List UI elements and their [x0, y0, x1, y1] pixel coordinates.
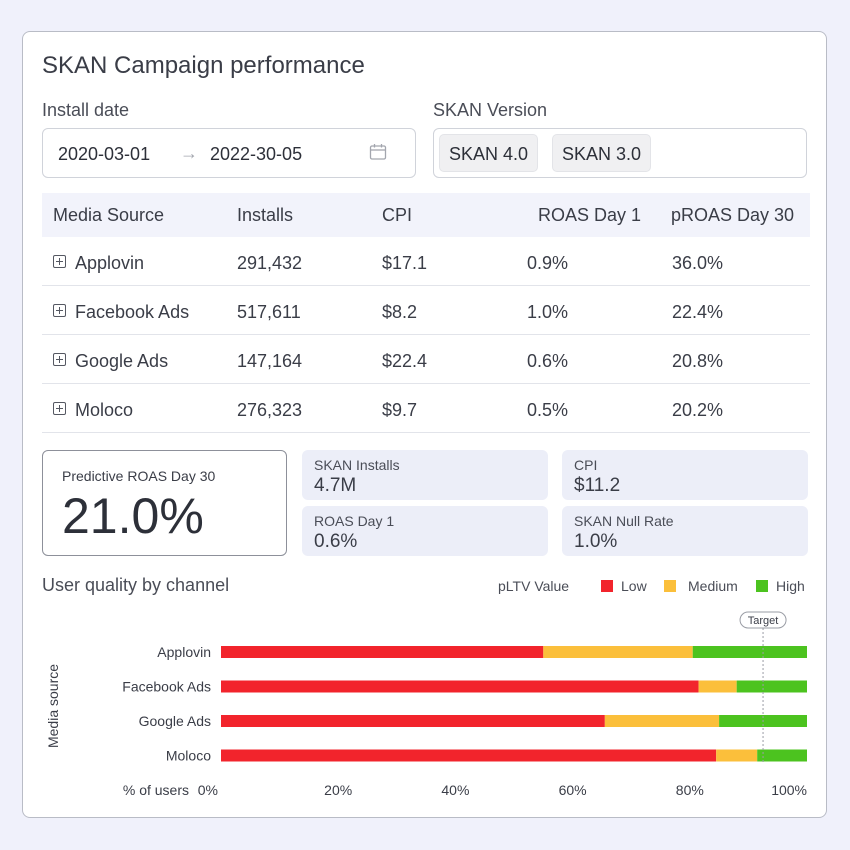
proas-day30-cell: 20.2% — [672, 400, 724, 420]
kpi-value: 21.0% — [62, 488, 204, 544]
x-axis-label: % of users — [123, 782, 189, 798]
bar-segment-medium — [698, 680, 737, 693]
x-tick-label: 80% — [676, 782, 704, 798]
cpi-cell: $9.7 — [382, 400, 418, 420]
table-row[interactable]: Applovin 291,432 $17.1 0.9% 36.0% — [42, 237, 810, 286]
start-date-value[interactable]: 2020-03-01 — [58, 144, 151, 164]
legend-swatch-low — [601, 580, 613, 592]
kpi-label: CPI — [574, 457, 598, 473]
roas-day1-kpi: ROAS Day 1 0.6% — [302, 506, 548, 556]
table-row[interactable]: Google Ads 147,164 $22.4 0.6% 20.8% — [42, 335, 810, 384]
category-label: Google Ads — [139, 713, 211, 729]
column-header[interactable]: Media Source — [53, 205, 165, 225]
roas-day1-cell: 1.0% — [527, 302, 569, 322]
cpi-cell: $8.2 — [382, 302, 418, 322]
installs-cell: 276,323 — [237, 400, 303, 420]
expand-icon[interactable] — [53, 304, 66, 317]
x-tick-label: 60% — [559, 782, 587, 798]
arrow-right-icon: → — [180, 143, 198, 163]
predictive-roas-kpi: Predictive ROAS Day 30 21.0% — [42, 450, 287, 556]
media-source-cell: Applovin — [75, 253, 145, 273]
target-label: Target — [748, 615, 779, 627]
bar-segment-high — [736, 680, 807, 693]
legend-item-medium: Medium — [688, 578, 738, 594]
null-rate-kpi: SKAN Null Rate 1.0% — [562, 506, 808, 556]
bar-segment-low — [221, 749, 717, 762]
skan-version-chip[interactable]: SKAN 3.0 — [552, 134, 652, 172]
bar-segment-high — [692, 646, 807, 658]
kpi-value: 1.0% — [574, 531, 618, 552]
kpi-label: SKAN Null Rate — [574, 513, 674, 529]
category-label: Facebook Ads — [122, 679, 211, 695]
bar-segment-medium — [604, 715, 720, 727]
legend-item-high: High — [776, 578, 805, 594]
skan-version-label: SKAN Version — [433, 100, 548, 120]
category-label: Applovin — [157, 644, 211, 660]
page-title: SKAN Campaign performance — [42, 52, 365, 79]
expand-icon[interactable] — [53, 402, 66, 415]
proas-day30-cell: 22.4% — [672, 302, 724, 322]
media-source-cell: Facebook Ads — [75, 302, 190, 322]
skan-version-select[interactable]: SKAN 4.0 SKAN 3.0 — [433, 128, 807, 178]
legend-item-low: Low — [621, 578, 647, 594]
x-tick-label: 0% — [198, 782, 218, 798]
skan-installs-kpi: SKAN Installs 4.7M — [302, 450, 548, 500]
install-date-label: Install date — [42, 100, 130, 120]
y-axis-label: Media source — [45, 664, 61, 748]
date-range-picker[interactable]: 2020-03-01 → 2022-30-05 — [42, 128, 416, 178]
bar-segment-medium — [543, 646, 693, 658]
calendar-icon[interactable] — [369, 143, 387, 161]
roas-day1-cell: 0.5% — [527, 400, 569, 420]
end-date-value[interactable]: 2022-30-05 — [210, 144, 303, 164]
skan-version-chip[interactable]: SKAN 4.0 — [439, 134, 539, 172]
kpi-value: 0.6% — [314, 531, 358, 552]
legend-title: pLTV Value — [498, 578, 570, 594]
bar-segment-high — [757, 749, 807, 762]
bar-segment-low — [221, 680, 699, 693]
bar-segment-medium — [716, 749, 758, 762]
column-header[interactable]: pROAS Day 30 — [671, 205, 795, 225]
user-quality-chart: Applovin Facebook Ads Google Ads Moloco Targ… — [45, 611, 807, 798]
kpi-label: SKAN Installs — [314, 457, 400, 473]
roas-day1-cell: 0.6% — [527, 351, 569, 371]
kpi-value: 4.7M — [314, 475, 357, 496]
media-source-cell: Google Ads — [75, 351, 169, 371]
proas-day30-cell: 36.0% — [672, 253, 724, 273]
table-row[interactable]: Moloco 276,323 $9.7 0.5% 20.2% — [42, 384, 810, 433]
category-label: Moloco — [166, 748, 211, 764]
target-badge — [739, 611, 787, 629]
cpi-kpi: CPI $11.2 — [562, 450, 808, 500]
media-source-cell: Moloco — [75, 400, 134, 420]
table-row[interactable]: Facebook Ads 517,611 $8.2 1.0% 22.4% — [42, 286, 810, 335]
kpi-label: Predictive ROAS Day 30 — [62, 468, 216, 484]
x-tick-label: 20% — [324, 782, 352, 798]
bar-segment-low — [221, 715, 605, 727]
installs-cell: 291,432 — [237, 253, 303, 273]
installs-cell: 147,164 — [237, 351, 303, 371]
installs-cell: 517,611 — [237, 302, 301, 322]
column-header[interactable]: CPI — [382, 205, 413, 225]
campaign-performance-card: SKAN Campaign performance Install date 2… — [22, 31, 827, 818]
bar-segment-low — [221, 646, 544, 658]
chart-title: User quality by channel — [42, 575, 230, 595]
x-tick-label: 40% — [441, 782, 469, 798]
x-tick-label: 100% — [771, 782, 807, 798]
cpi-cell: $22.4 — [382, 351, 428, 371]
cpi-cell: $17.1 — [382, 253, 428, 273]
kpi-value: $11.2 — [574, 475, 621, 496]
expand-icon[interactable] — [53, 255, 66, 268]
roas-day1-cell: 0.9% — [527, 253, 569, 273]
table-header: Media Source Installs CPI ROAS Day 1 pRO… — [42, 193, 810, 237]
legend-swatch-medium — [664, 580, 676, 592]
kpi-label: ROAS Day 1 — [314, 513, 395, 529]
column-header[interactable]: ROAS Day 1 — [538, 205, 642, 225]
expand-icon[interactable] — [53, 353, 66, 366]
proas-day30-cell: 20.8% — [672, 351, 724, 371]
column-header[interactable]: Installs — [237, 205, 294, 225]
legend-swatch-high — [756, 580, 768, 592]
